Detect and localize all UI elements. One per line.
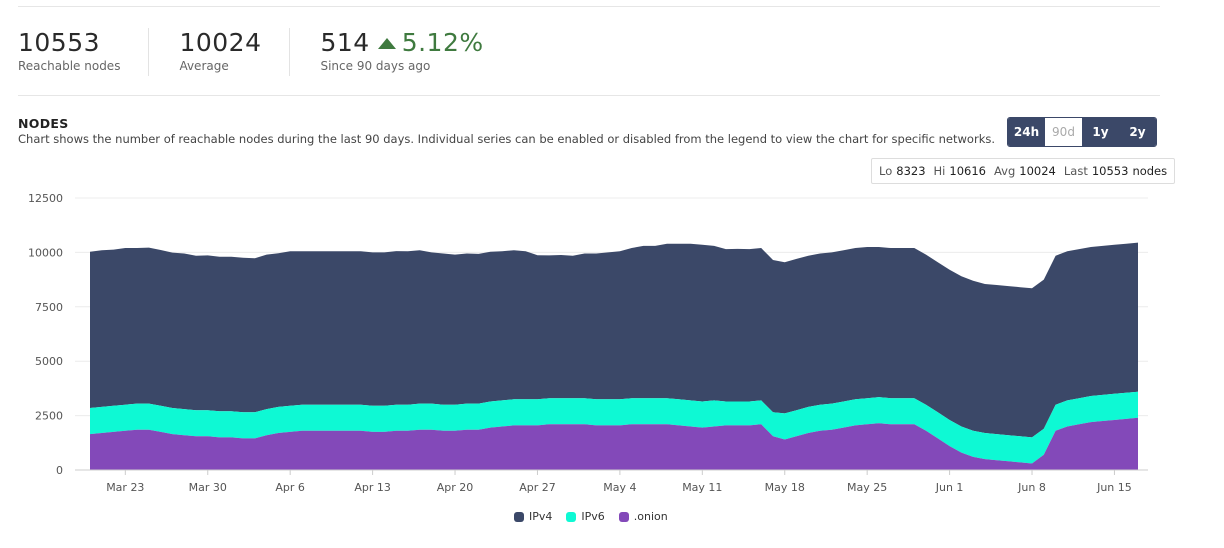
- legend-label-ipv6: IPv6: [581, 510, 605, 523]
- stat-reachable-value: 10553: [18, 28, 101, 57]
- stats-bar: 10553 Reachable nodes 10024 Average 514 …: [18, 28, 542, 78]
- legend-swatch-onion: [618, 511, 629, 522]
- stat-average-value: 10024: [179, 28, 262, 57]
- x-tick-label: Apr 6: [275, 481, 305, 494]
- series-area-ipv6: [90, 391, 1138, 464]
- x-tick-label: May 25: [847, 481, 887, 494]
- stat-average: 10024 Average: [179, 28, 291, 76]
- legend-swatch-ipv4: [514, 511, 524, 522]
- x-tick-label: Apr 13: [354, 481, 391, 494]
- x-tick-label: May 18: [765, 481, 805, 494]
- section-description: Chart shows the number of reachable node…: [18, 132, 995, 146]
- range-24h-button[interactable]: 24h: [1008, 118, 1045, 146]
- x-tick-label: Jun 15: [1096, 481, 1132, 494]
- y-tick-label: 10000: [28, 246, 63, 259]
- stat-change-value: 514: [320, 28, 370, 57]
- x-tick-label: Apr 20: [437, 481, 474, 494]
- y-tick-label: 2500: [35, 410, 63, 423]
- stat-change: 514 5.12% Since 90 days ago: [320, 28, 511, 76]
- summary-last-value: 10553: [1091, 164, 1129, 178]
- range-2y-button[interactable]: 2y: [1119, 118, 1156, 146]
- x-tick-label: May 4: [603, 481, 636, 494]
- x-tick-label: Apr 27: [519, 481, 556, 494]
- stat-reachable-nodes: 10553 Reachable nodes: [18, 28, 150, 76]
- stat-change-percent: 5.12%: [401, 28, 484, 57]
- series-area-ipv4: [90, 242, 1138, 438]
- y-tick-label: 7500: [35, 301, 63, 314]
- legend-label-onion: .onion: [633, 510, 668, 523]
- range-90d-button[interactable]: 90d: [1045, 118, 1082, 146]
- stat-average-label: Average: [179, 59, 229, 73]
- legend-item-ipv4[interactable]: IPv4: [514, 510, 552, 523]
- range-1y-button[interactable]: 1y: [1082, 118, 1119, 146]
- summary-unit: nodes: [1132, 164, 1168, 178]
- x-tick-label: Jun 1: [935, 481, 964, 494]
- summary-hi-value: 10616: [949, 164, 986, 178]
- summary-hi-label: Hi: [933, 164, 946, 178]
- x-tick-label: Mar 23: [106, 481, 144, 494]
- arrow-up-icon: [377, 37, 396, 49]
- series-area-onion: [90, 417, 1138, 470]
- stat-reachable-label: Reachable nodes: [18, 59, 121, 73]
- stat-change-label: Since 90 days ago: [320, 59, 431, 73]
- summary-avg-value: 10024: [1019, 164, 1056, 178]
- chart-legend: IPv4 IPv6 .onion: [514, 510, 682, 523]
- y-tick-label: 12500: [28, 192, 63, 205]
- legend-item-ipv6[interactable]: IPv6: [566, 510, 605, 523]
- y-tick-label: 0: [56, 464, 63, 477]
- summary-last-label: Last: [1063, 164, 1088, 178]
- summary-lo-value: 8323: [896, 164, 926, 178]
- x-tick-label: Mar 30: [189, 481, 227, 494]
- y-tick-label: 5000: [35, 355, 63, 368]
- summary-avg-label: Avg: [993, 164, 1016, 178]
- x-tick-label: Jun 8: [1017, 481, 1046, 494]
- top-divider: [18, 6, 1160, 7]
- range-selector: 24h 90d 1y 2y: [1007, 117, 1157, 147]
- summary-lo-label: Lo: [879, 164, 893, 178]
- section-divider: [18, 95, 1160, 96]
- nodes-area-chart: 0 2500 5000 7500 10000 12500 Mar 23 Mar 30 Apr 6…: [28, 192, 1148, 494]
- legend-swatch-ipv6: [566, 511, 577, 522]
- stat-change-row: 514 5.12%: [320, 28, 483, 58]
- x-tick-label: May 11: [682, 481, 722, 494]
- legend-label-ipv4: IPv4: [529, 510, 553, 523]
- summary-stats: Lo 8323 Hi 10616 Avg 10024 Last 10553 no…: [871, 158, 1176, 184]
- legend-item-onion[interactable]: .onion: [618, 510, 668, 523]
- section-title: NODES: [18, 116, 69, 131]
